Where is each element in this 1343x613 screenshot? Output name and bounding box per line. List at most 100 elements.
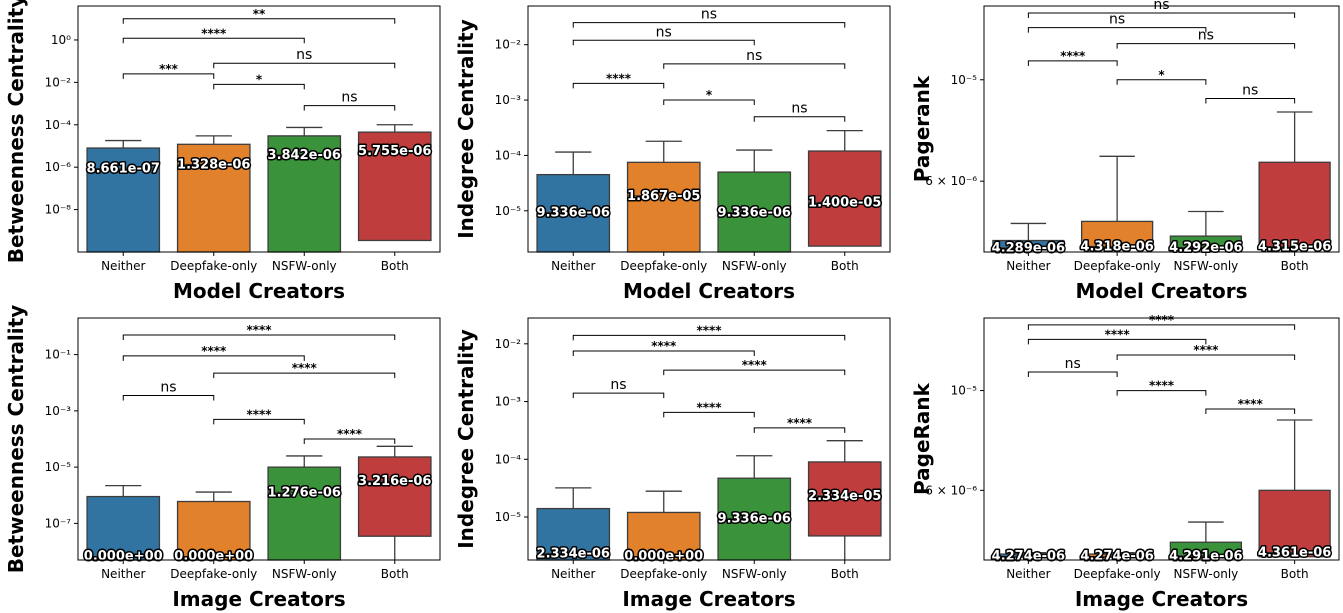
significance-bracket <box>572 82 665 89</box>
significance-label: **** <box>1060 49 1086 63</box>
significance-label: **** <box>1149 379 1175 393</box>
x-tick-label: Both <box>831 259 859 273</box>
x-tick-label: Deepfake-only <box>1074 259 1161 273</box>
x-tick-label: Both <box>1281 259 1309 273</box>
box-both <box>807 150 882 247</box>
y-tick-label: 10⁻² <box>495 38 522 52</box>
box-deepfake-only <box>1080 220 1154 248</box>
y-tick-label: 10⁰ <box>51 33 71 47</box>
x-tick-label: Both <box>381 567 409 581</box>
significance-bracket <box>213 83 305 90</box>
x-tick-label: Neither <box>1006 567 1050 581</box>
significance-label: **** <box>292 361 318 375</box>
significance-label: ns <box>341 90 357 106</box>
significance-label: * <box>1158 68 1165 82</box>
y-tick-label: 10⁻⁵ <box>951 73 978 87</box>
y-axis-label: PageRank <box>910 382 934 495</box>
axes-frame <box>983 5 1340 253</box>
y-tick-label: 10⁻⁷ <box>45 516 72 530</box>
box-neither <box>86 495 161 561</box>
box-deepfake-only <box>626 161 701 253</box>
significance-bracket <box>1116 390 1207 396</box>
axes-frame <box>527 5 891 253</box>
significance-label: ns <box>610 377 626 393</box>
x-tick-label: Neither <box>101 567 145 581</box>
x-tick-label: NSFW-only <box>272 567 337 581</box>
y-tick-label: 10⁻⁴ <box>495 148 522 162</box>
significance-bracket <box>303 105 396 111</box>
axes-frame <box>983 317 1340 561</box>
y-tick-label: 10⁻² <box>495 337 522 351</box>
box-neither <box>86 147 161 253</box>
x-tick-label: Deepfake-only <box>1074 567 1161 581</box>
panel-1: 8.661e-07 1.328e-063.842e-06 5.755e-06ns**… <box>4 0 441 303</box>
panel-5: 2.334e-06 0.000e+009.336e-062.334e-05****… <box>454 317 891 611</box>
significance-bracket <box>1027 27 1207 33</box>
panel-3: 4.289e-06 4.318e-06 4.292e-06 4.315e-06ns**… <box>910 0 1340 303</box>
significance-label: **** <box>201 26 227 40</box>
y-axis-label: Betweenness Centrality <box>4 305 28 574</box>
y-tick-label: 10⁻⁴ <box>495 452 522 466</box>
x-tick-label: Deepfake-only <box>620 259 707 273</box>
significance-bracket <box>122 73 215 79</box>
significance-bracket <box>663 369 846 376</box>
median-value-label: 4.318e-06 <box>1080 239 1153 254</box>
y-tick-label: 10⁻⁵ <box>495 204 522 218</box>
significance-bracket <box>1116 79 1207 85</box>
significance-bracket <box>572 392 665 399</box>
significance-label: **** <box>337 427 363 441</box>
y-tick-label: 10⁻² <box>45 75 72 89</box>
median-value-label: 8.661e-07 <box>87 162 160 177</box>
y-tick-label: 6 × 10⁻⁶ <box>925 483 977 497</box>
significance-bracket <box>1205 97 1296 104</box>
y-tick-label: 10⁻⁴ <box>45 118 72 132</box>
significance-bracket <box>1027 324 1296 330</box>
significance-label: * <box>706 88 713 102</box>
significance-label: **** <box>1149 313 1175 327</box>
y-tick-label: 10⁻⁶ <box>45 160 72 174</box>
axes-frame <box>77 5 441 253</box>
box-neither <box>536 173 611 253</box>
x-tick-label: Deepfake-only <box>620 567 707 581</box>
y-tick-label: 10⁻³ <box>495 395 522 409</box>
median-value-label: 2.334e-05 <box>808 489 881 504</box>
significance-bracket <box>663 99 755 106</box>
significance-bracket <box>122 334 396 340</box>
median-value-label: 1.400e-05 <box>808 196 881 211</box>
x-tick-label: NSFW-only <box>272 259 337 273</box>
significance-label: **** <box>201 344 227 358</box>
y-axis-label: Indegree Centrality <box>454 329 478 549</box>
significance-bracket <box>122 37 305 44</box>
significance-bracket <box>1027 60 1118 66</box>
significance-label: **** <box>696 323 722 337</box>
median-value-label: 1.328e-06 <box>177 158 250 173</box>
significance-bracket <box>1027 371 1118 377</box>
significance-label: ns <box>746 48 762 64</box>
significance-label: ns <box>1242 82 1258 98</box>
median-value-label: 9.336e-06 <box>718 205 791 220</box>
significance-label: ns <box>656 24 672 40</box>
y-axis-label: Betweenness Centrality <box>4 0 28 263</box>
significance-bracket <box>753 116 846 122</box>
significance-bracket <box>213 372 396 379</box>
significance-label: **** <box>651 339 677 353</box>
significance-label: *** <box>159 62 179 76</box>
median-value-label: 9.336e-06 <box>537 205 610 220</box>
significance-bracket <box>572 22 846 28</box>
x-tick-label: Neither <box>101 259 145 273</box>
median-value-label: 3.216e-06 <box>358 474 431 489</box>
y-tick-label: 10⁻⁵ <box>951 384 978 398</box>
significance-bracket <box>1116 354 1296 360</box>
x-axis-label: Image Creators <box>172 587 345 611</box>
x-tick-label: Deepfake-only <box>170 567 257 581</box>
significance-label: ns <box>791 101 807 117</box>
significance-bracket <box>122 18 396 24</box>
box-neither <box>992 239 1065 250</box>
x-axis-label: Image Creators <box>1075 587 1248 611</box>
significance-bracket <box>303 438 396 444</box>
significance-bracket <box>663 63 846 69</box>
box-both <box>357 131 432 242</box>
significance-label: **** <box>1238 397 1264 411</box>
x-tick-label: Both <box>1281 567 1309 581</box>
box-both <box>1258 489 1331 558</box>
